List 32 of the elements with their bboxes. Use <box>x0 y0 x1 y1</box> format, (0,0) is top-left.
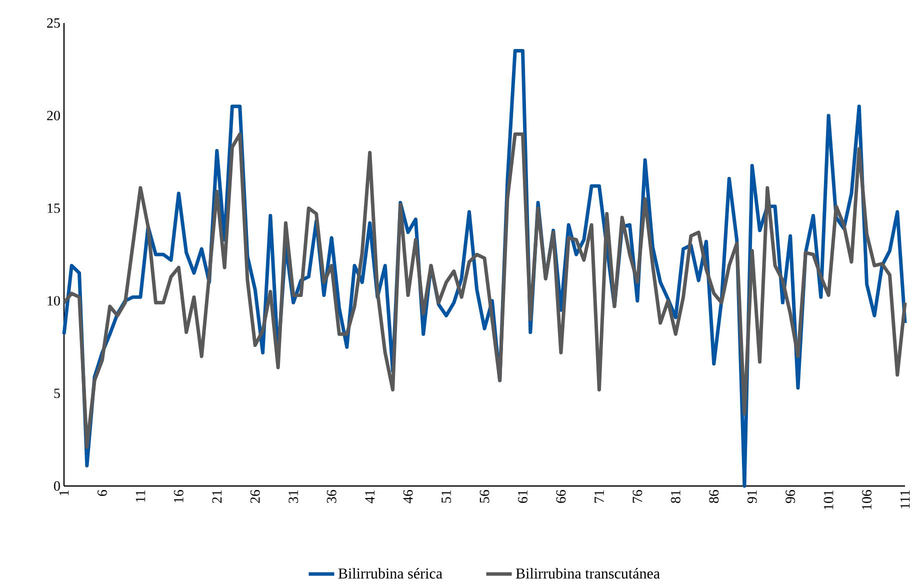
y-tick-label: 25 <box>47 18 60 28</box>
y-tick-label: 5 <box>54 388 60 398</box>
y-tick-label: 20 <box>47 110 60 120</box>
x-tick-label: 31 <box>288 490 298 503</box>
x-tick-label: 41 <box>365 490 374 504</box>
x-tick-label: 61 <box>518 490 528 503</box>
x-tick-label: 51 <box>442 490 451 503</box>
legend-label: Bilirrubina sérica <box>338 568 442 579</box>
y-tick-label: 0 <box>54 481 60 491</box>
x-tick-label: 81 <box>670 490 680 503</box>
x-tick-label: 21 <box>212 490 222 503</box>
line-series <box>62 132 907 449</box>
x-tick-label: 86 <box>709 490 719 503</box>
x-tick-label: 106 <box>862 490 872 510</box>
x-tick-label: 91 <box>747 490 757 504</box>
x-tick-label: 66 <box>556 490 566 503</box>
y-tick-label: 10 <box>48 296 60 306</box>
x-tick-label: 71 <box>594 490 604 503</box>
x-tick-label: 11 <box>136 490 146 502</box>
x-tick-label: 111 <box>900 490 910 508</box>
x-tick-label: 101 <box>824 490 834 510</box>
x-tick-label: 1 <box>59 490 69 496</box>
x-tick-label: 76 <box>632 490 642 503</box>
x-tick-label: 46 <box>403 490 413 504</box>
legend-label: Bilirrubina transcutánea <box>516 568 660 579</box>
x-tick-label: 26 <box>250 490 260 503</box>
y-tick-label: 15 <box>48 204 60 213</box>
x-tick-label: 36 <box>326 490 336 503</box>
x-tick-label: 6 <box>98 490 107 496</box>
x-tick-label: 16 <box>174 490 184 502</box>
x-tick-label: 96 <box>786 490 796 504</box>
x-tick-label: 56 <box>480 490 490 503</box>
